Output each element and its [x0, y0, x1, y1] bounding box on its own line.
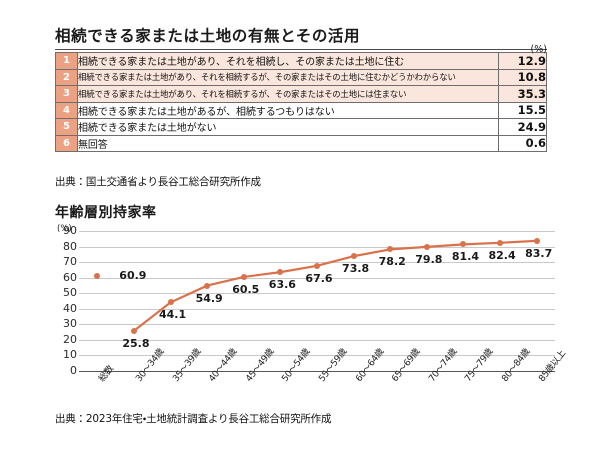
y-axis-tick-label: 10 [63, 348, 77, 362]
plot-area: 60.9 25.8 44.1 54.9 60.5 63.6 67.6 73.8 78.2 79.8… [79, 231, 555, 372]
data-point-marker [387, 246, 394, 253]
table-row: 5 相続できる家または土地がない 24.9 [55, 118, 547, 136]
y-axis-unit-label: (%) [57, 224, 72, 234]
data-point-marker [350, 253, 357, 260]
chart-source-note: 出典：2023年住宅・土地統計調査より長谷工総合研究所作成 [55, 413, 332, 425]
y-axis-tick-label: 30 [63, 317, 77, 331]
row-description-cell: 相続できる家または土地があり、それを相続するが、その家またはその土地に住むかどう… [77, 68, 499, 86]
row-value-cell: 35.3 [498, 85, 547, 103]
row-value-cell: 0.6 [498, 134, 547, 152]
row-number-cell: 5 [55, 118, 78, 136]
data-point-label: 63.6 [268, 278, 296, 292]
data-point-label: 73.8 [342, 262, 370, 276]
y-axis-tick-label: 20 [63, 332, 77, 346]
row-value-cell: 15.5 [498, 101, 547, 119]
line-series-path [133, 239, 537, 332]
y-axis-tick-label: 80 [63, 239, 77, 253]
table-unit-label: (%) [530, 44, 547, 55]
row-description-cell: 相続できる家または土地があり、それを相続し、その家または土地に住む [77, 52, 499, 70]
gridline [79, 355, 555, 357]
plot-area-wrapper: 90 80 70 60 50 40 30 20 10 0 60.9 25.8 44.1 54.9 60.5… [55, 225, 568, 384]
row-number-cell: 3 [55, 85, 78, 103]
gridline [79, 277, 555, 279]
gridline [79, 339, 555, 341]
inheritance-table: 1 相続できる家または土地があり、それを相続し、その家または土地に住む 12.9 2 相… [55, 52, 547, 152]
row-description-cell: 相続できる家または土地があるが、相続するつもりはない [77, 101, 499, 119]
row-number-cell: 4 [55, 101, 78, 119]
data-point-label: 60.9 [119, 269, 147, 283]
row-number-cell: 1 [55, 52, 78, 70]
data-point-label: 67.6 [305, 271, 333, 285]
row-number-cell: 2 [55, 68, 78, 86]
data-point-marker [240, 273, 247, 280]
table-title: 相続できる家または土地の有無とその活用 [55, 27, 361, 45]
gridline [79, 293, 555, 295]
table-row: 1 相続できる家または土地があり、それを相続し、その家または土地に住む 12.9 [55, 52, 547, 70]
title-divider [55, 49, 547, 50]
row-value-cell: 12.9 [498, 52, 547, 70]
data-point-marker [497, 239, 504, 246]
table-row: 4 相続できる家または土地があるが、相続するつもりはない 15.5 [55, 101, 547, 119]
data-point-label: 54.9 [195, 291, 223, 305]
y-axis-tick-label: 50 [63, 286, 77, 300]
row-number-cell: 6 [55, 134, 78, 152]
data-point-label: 44.1 [158, 308, 187, 322]
data-point-marker [314, 262, 320, 269]
row-value-cell: 10.8 [498, 68, 547, 86]
data-point-marker [94, 273, 101, 280]
table-row: 2 相続できる家または土地があり、それを相続するが、その家またはその土地に住むかど… [55, 68, 547, 86]
data-point-marker [130, 327, 137, 334]
gridline [79, 246, 555, 248]
data-point-marker [423, 243, 430, 250]
table-row: 6 無回答 0.6 [55, 134, 547, 152]
x-axis-baseline [79, 371, 555, 372]
y-axis-tick-label: 60 [63, 270, 77, 284]
data-point-label: 83.7 [525, 246, 553, 260]
table-body: 1 相続できる家または土地があり、それを相続し、その家または土地に住む 12.9 2 相… [55, 52, 547, 152]
data-point-label: 79.8 [415, 252, 443, 266]
data-point-label: 81.4 [451, 250, 480, 264]
inheritance-table-section: 相続できる家または土地の有無とその活用 (%) 1 相続できる家または土地があり、… [55, 26, 547, 152]
chart-title: 年齢層別持家率 [55, 205, 157, 221]
table-row: 3 相続できる家または土地があり、それを相続するが、その家またはその土地には住まな… [55, 85, 547, 103]
data-point-label: 25.8 [122, 336, 150, 350]
table-source-note: 出典：国土交通省より長谷工総合研究所作成 [55, 176, 261, 188]
y-axis-tick-label: 70 [63, 255, 77, 269]
y-axis-tick-label: 0 [70, 364, 77, 377]
data-point-marker [460, 241, 467, 248]
row-value-cell: 24.9 [498, 118, 547, 136]
data-point-marker [167, 299, 174, 306]
gridline [79, 262, 555, 264]
data-point-label: 78.2 [378, 255, 406, 269]
ownership-chart-section: 年齢層別持家率 (%) 90 80 70 60 50 40 30 20 10 0 60.9 25.8… [55, 204, 568, 384]
y-axis-tick-label: 40 [63, 301, 77, 315]
data-point-label: 60.5 [232, 282, 260, 296]
row-description-cell: 相続できる家または土地がない [77, 118, 499, 136]
gridline [79, 324, 555, 326]
gridline [79, 308, 555, 310]
data-point-label: 82.4 [488, 248, 516, 262]
row-description-cell: 無回答 [77, 134, 499, 152]
y-axis-tick-label: 90 [63, 224, 77, 237]
y-axis: 90 80 70 60 50 40 30 20 10 0 [55, 225, 77, 376]
data-point-marker [204, 282, 211, 289]
gridline [79, 231, 555, 232]
data-point-marker [277, 269, 284, 276]
row-description-cell: 相続できる家または土地があり、それを相続するが、その家またはその土地には住まない [77, 85, 499, 103]
data-point-marker [533, 237, 540, 244]
